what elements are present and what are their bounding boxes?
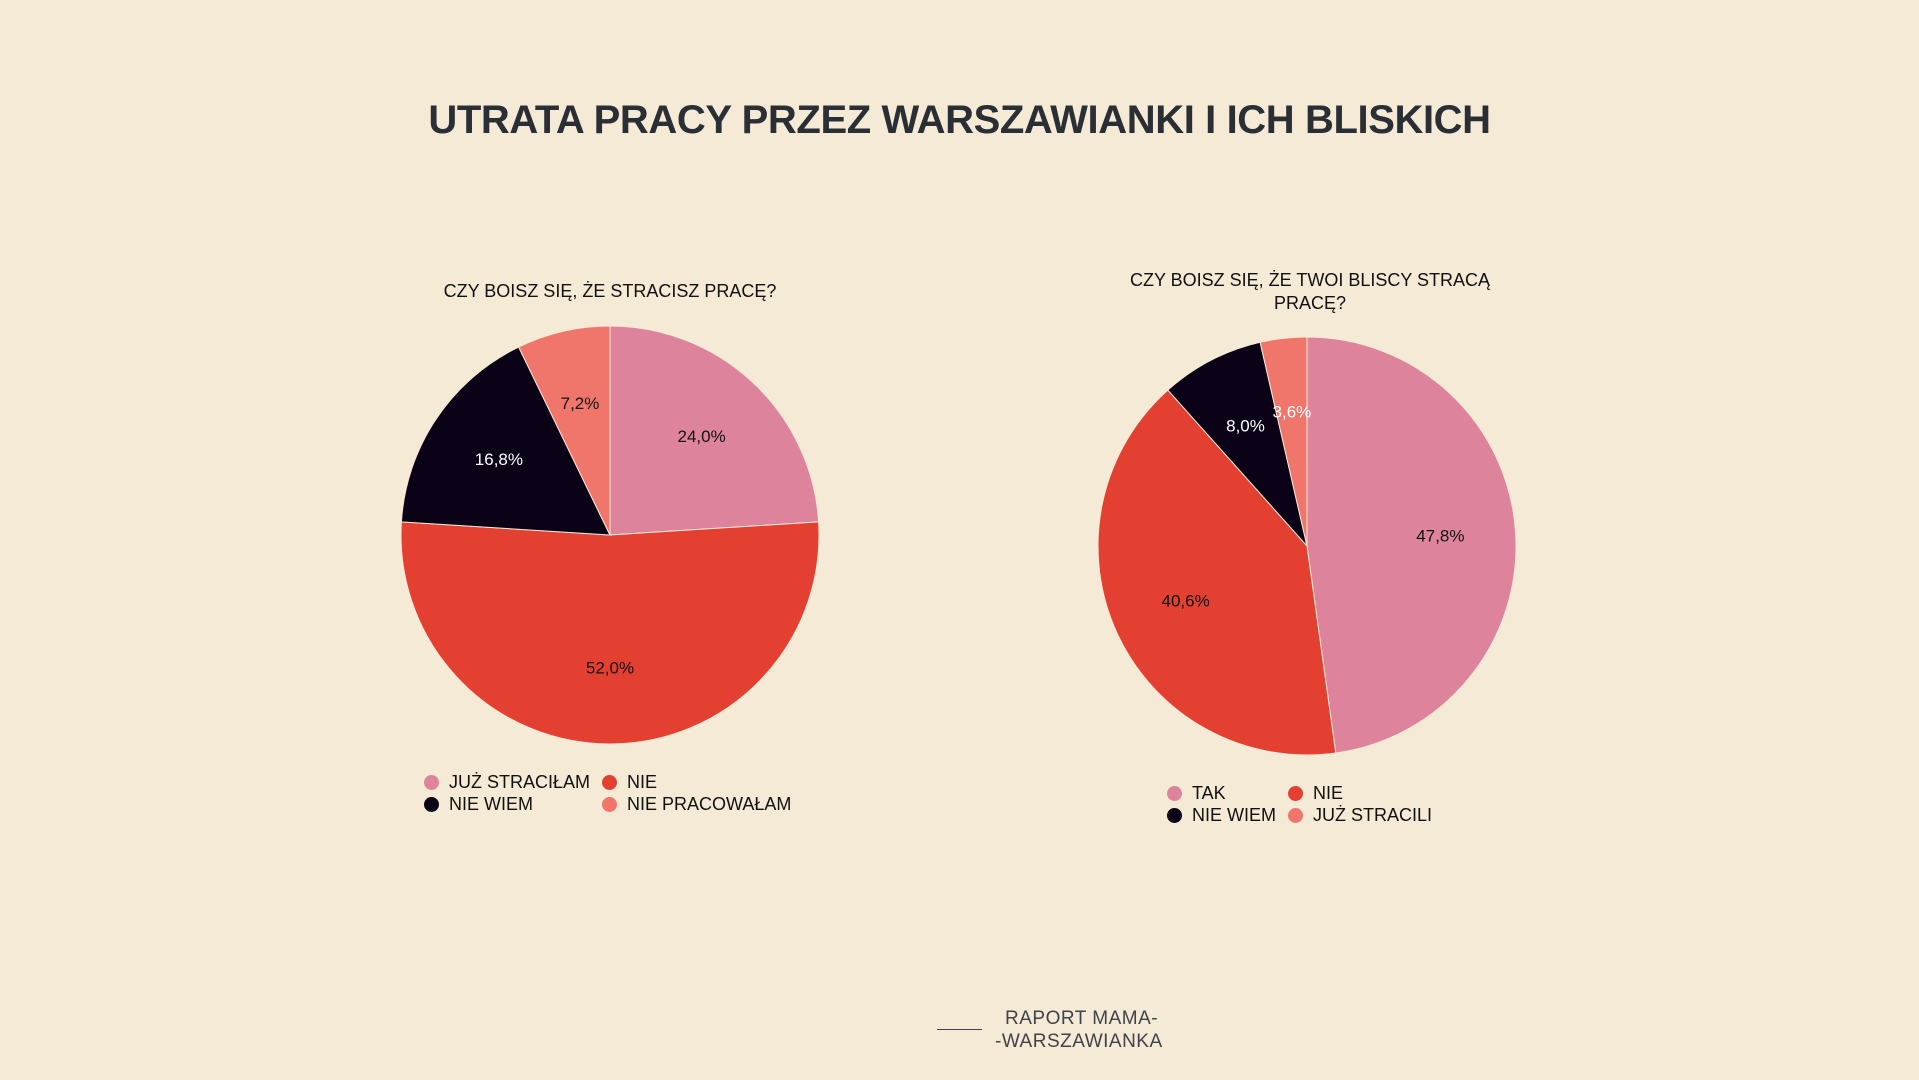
footer-line-1: RAPORT MAMA- <box>1005 1008 1159 1029</box>
slice-label-tak: 47,8% <box>1416 526 1464 545</box>
pie-chart-job-loss-relatives: 47,8% 40,6% 8,0% 3,6% <box>1097 336 1517 756</box>
legend-item-tak: TAK <box>1167 782 1276 804</box>
pie-slice-tak <box>1306 336 1517 754</box>
slice-label-juz-stracili: 3,6% <box>1273 403 1312 422</box>
pie-slice-nie-wiem <box>400 346 611 536</box>
legend-label: NIE <box>627 772 658 792</box>
legend-label: JUŻ STRACILI <box>1313 805 1433 825</box>
legend-swatch <box>424 774 439 790</box>
chart-2-title: CZY BOISZ SIĘ, ŻE TWOI BLISCY STRACĄ PRA… <box>1129 270 1491 313</box>
chart-2-legend: TAK NIE NIE WIEM JUŻ STRACILI <box>1167 782 1432 826</box>
pie-slice-nie <box>400 521 820 745</box>
legend-item-juz-stracilam: JUŻ STRACIŁAM <box>424 771 590 793</box>
footer-line-2: -WARSZAWIANKA <box>995 1031 1163 1052</box>
legend-item-nie: NIE <box>602 771 791 793</box>
legend-label: NIE WIEM <box>449 794 533 814</box>
slice-label-juz-stracilam: 24,0% <box>677 427 725 446</box>
pie-chart-job-loss-self: 24,0% 52,0% 16,8% 7,2% <box>400 325 820 745</box>
pie-slice-nie-pracowalam <box>517 325 611 536</box>
legend-swatch <box>1167 785 1182 801</box>
legend-swatch <box>602 774 618 790</box>
legend-swatch <box>602 796 618 812</box>
legend-label: NIE PRACOWAŁAM <box>627 794 792 814</box>
slice-label-nie: 52,0% <box>586 658 634 677</box>
legend-item-nie-wiem: NIE WIEM <box>424 793 590 815</box>
legend-label: NIE WIEM <box>1192 805 1276 825</box>
legend-label: TAK <box>1192 783 1226 803</box>
legend-item-nie-wiem: NIE WIEM <box>1167 804 1276 826</box>
legend-label: JUŻ STRACIŁAM <box>449 772 591 792</box>
legend-item-juz-stracili: JUŻ STRACILI <box>1288 804 1432 826</box>
legend-swatch <box>424 796 439 812</box>
slice-label-nie-wiem: 8,0% <box>1226 417 1265 436</box>
page-title: UTRATA PRACY PRZEZ WARSZAWIANKI I ICH BL… <box>428 98 1491 142</box>
chart-1-title: CZY BOISZ SIĘ, ŻE STRACISZ PRACĘ? <box>443 281 777 301</box>
legend-swatch <box>1288 807 1303 823</box>
chart-1-legend: JUŻ STRACIŁAM NIE NIE WIEM NIE PRACOWAŁAM <box>424 771 791 815</box>
slice-label-nie-pracowalam: 7,2% <box>561 394 600 413</box>
footer-source: RAPORT MAMA- -WARSZAWIANKA <box>995 1007 1163 1053</box>
footer-divider <box>937 1029 982 1030</box>
pie-slice-nie <box>1097 389 1337 756</box>
legend-item-nie: NIE <box>1288 782 1432 804</box>
pie-slice-nie-wiem <box>1167 341 1308 547</box>
pie-slice-juz-stracili <box>1259 336 1308 547</box>
pie-slice-juz-stracilam <box>609 325 820 536</box>
legend-label: NIE <box>1313 783 1344 803</box>
legend-swatch <box>1167 807 1182 823</box>
legend-swatch <box>1288 785 1303 801</box>
slice-label-nie: 40,6% <box>1161 592 1209 611</box>
legend-item-nie-pracowalam: NIE PRACOWAŁAM <box>602 793 791 815</box>
slice-label-nie-wiem: 16,8% <box>475 450 523 469</box>
